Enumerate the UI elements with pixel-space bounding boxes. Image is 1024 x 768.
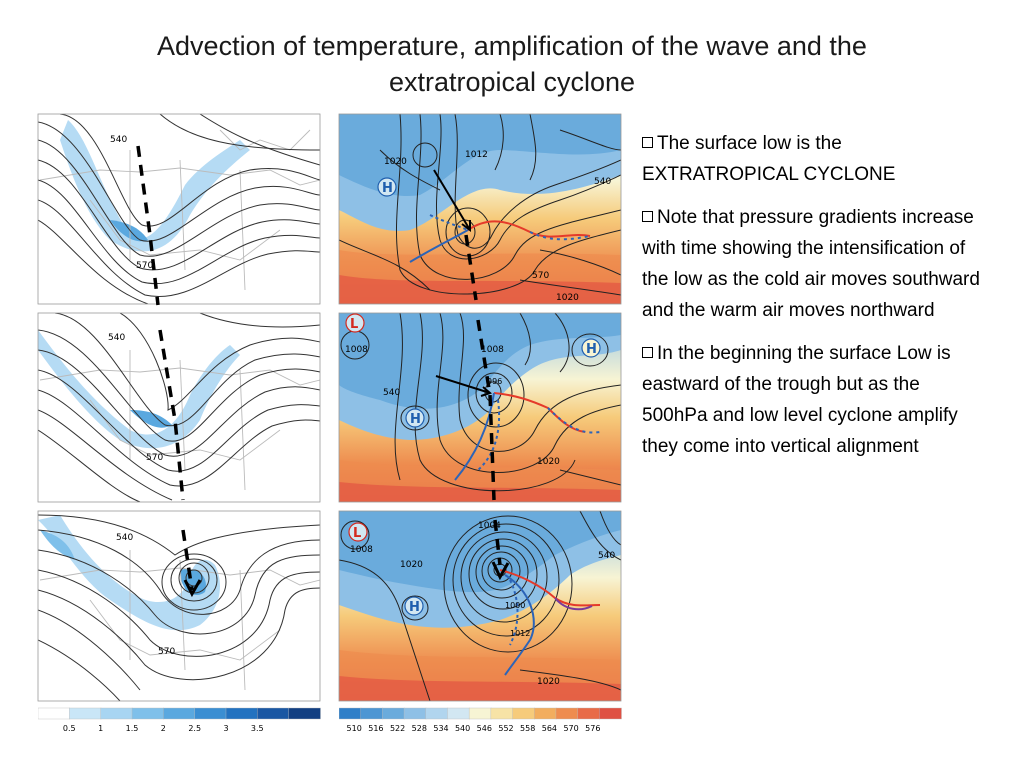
thickness-label-540: 540 bbox=[383, 388, 400, 398]
isobar-label-1020: 1020 bbox=[537, 677, 560, 687]
colorbar-tick-label: 3 bbox=[223, 724, 228, 733]
colorbar-swatch bbox=[555, 707, 579, 720]
isobar-label-1008: 1008 bbox=[345, 345, 368, 355]
bullet-list: The surface low is the EXTRATROPICAL CYC… bbox=[642, 128, 982, 474]
colorbar-tick-label: 1 bbox=[98, 724, 103, 733]
colorbar-tick-label: 522 bbox=[390, 724, 405, 733]
colorbar-swatch bbox=[512, 707, 535, 720]
right-map-1: 1020 1012 1020 540 570 H bbox=[339, 114, 621, 304]
colorbar-tick-label: 516 bbox=[368, 724, 383, 733]
bullet-text: The surface low is the EXTRATROPICAL CYC… bbox=[642, 133, 896, 185]
colorbar-tick-label: 576 bbox=[585, 724, 600, 733]
left-map-2: 540 570 bbox=[38, 313, 320, 502]
thickness-label-540: 540 bbox=[594, 177, 611, 187]
bullet-item-3: In the beginning the surface Low is east… bbox=[642, 338, 982, 462]
colorbar-swatch bbox=[288, 707, 321, 720]
colorbar-tick-label: 564 bbox=[542, 724, 557, 733]
colorbar-swatch bbox=[468, 707, 492, 720]
colorbar-tick-label: 558 bbox=[520, 724, 535, 733]
isobar-label-1012: 1012 bbox=[465, 150, 488, 160]
checkbox-bullet-icon bbox=[642, 211, 653, 222]
trough-arrowhead-icon bbox=[183, 579, 202, 598]
isobar-label-1004: 1004 bbox=[478, 521, 501, 531]
colorbar-swatch bbox=[69, 707, 102, 720]
colorbar-swatch bbox=[257, 707, 290, 720]
low-pressure-symbol: L bbox=[353, 526, 361, 541]
thickness-label-570: 570 bbox=[532, 271, 549, 281]
pointer-arrow-1 bbox=[433, 169, 471, 232]
colorbar-swatch bbox=[577, 707, 601, 720]
colorbar-swatch bbox=[447, 707, 470, 720]
colorbar-swatch bbox=[163, 707, 196, 720]
right-map-2: 1008 1008 540 996 1020 L H H bbox=[339, 313, 621, 502]
bullet-text: Note that pressure gradients increase wi… bbox=[642, 207, 980, 321]
isobar-label-1008: 1008 bbox=[481, 345, 504, 355]
colorbar-swatch bbox=[225, 707, 259, 720]
colorbar-swatch bbox=[599, 707, 622, 720]
colorbar-tick-label: 2.5 bbox=[188, 724, 201, 733]
isobar-label-1020: 1020 bbox=[400, 560, 423, 570]
right-map-3: 1008 1004 1020 1000 1012 1020 540 L H bbox=[339, 511, 621, 701]
left-map-1: 540 570 bbox=[38, 114, 320, 304]
colorbar-swatch bbox=[100, 707, 133, 720]
thickness-colorbar: 510 516 522 528 534 540 546 552 558 564 570 576 bbox=[339, 707, 622, 733]
thickness-label-540: 540 bbox=[598, 551, 615, 561]
colorbar-swatch bbox=[194, 707, 227, 720]
colorbar-tick-label: 540 bbox=[455, 724, 470, 733]
checkbox-bullet-icon bbox=[642, 137, 653, 148]
colorbar-tick-label: 2 bbox=[161, 724, 166, 733]
contour-label-540: 540 bbox=[108, 333, 125, 343]
high-pressure-symbol: H bbox=[382, 181, 393, 196]
colorbar-swatch bbox=[534, 707, 557, 720]
isobar-label-996: 996 bbox=[487, 377, 502, 386]
isobar-label-1008: 1008 bbox=[350, 545, 373, 555]
colorbar-tick-label: 552 bbox=[498, 724, 513, 733]
colorbar-tick-label: 570 bbox=[563, 724, 578, 733]
colorbar-swatch bbox=[403, 707, 427, 720]
colorbar-swatch bbox=[131, 707, 165, 720]
contour-label-540: 540 bbox=[110, 135, 127, 145]
contour-label-570: 570 bbox=[158, 647, 175, 657]
checkbox-bullet-icon bbox=[642, 347, 653, 358]
contour-label-570: 570 bbox=[136, 261, 153, 271]
high-pressure-symbol: H bbox=[586, 342, 597, 357]
low-pressure-symbol: L bbox=[350, 317, 358, 332]
colorbar-tick-label: 3.5 bbox=[251, 724, 264, 733]
bullet-item-2: Note that pressure gradients increase wi… bbox=[642, 202, 982, 326]
pointer-arrow-2 bbox=[435, 375, 492, 397]
colorbar-tick-label: 0.5 bbox=[63, 724, 76, 733]
colorbar-tick-label: 1.5 bbox=[126, 724, 139, 733]
trough-axis-left bbox=[136, 145, 194, 591]
page-title: Advection of temperature, amplification … bbox=[40, 28, 984, 100]
colorbar-tick-label: 546 bbox=[477, 724, 492, 733]
colorbar-swatch bbox=[382, 707, 405, 720]
colorbar-tick-label: 534 bbox=[433, 724, 448, 733]
colorbar-swatch bbox=[38, 707, 71, 720]
precipitation-colorbar: 0.5 1 1.5 2 2.5 3 3.5 bbox=[38, 707, 321, 733]
bullet-text: In the beginning the surface Low is east… bbox=[642, 343, 958, 457]
isobar-label-1020: 1020 bbox=[537, 457, 560, 467]
colorbar-swatch bbox=[425, 707, 449, 720]
left-map-3: 540 570 bbox=[38, 511, 320, 701]
high-pressure-symbol: H bbox=[409, 600, 420, 615]
isobar-label-1012: 1012 bbox=[510, 629, 530, 638]
isobar-label-1000: 1000 bbox=[505, 601, 525, 610]
isobar-label-1020: 1020 bbox=[556, 293, 579, 303]
title-line-2: extratropical cyclone bbox=[388, 67, 636, 97]
bullet-item-1: The surface low is the EXTRATROPICAL CYC… bbox=[642, 128, 982, 190]
title-line-1: Advection of temperature, amplification … bbox=[157, 31, 867, 61]
contour-label-540: 540 bbox=[116, 533, 133, 543]
colorbar-swatch bbox=[339, 707, 362, 720]
isobar-label-1020: 1020 bbox=[384, 157, 407, 167]
colorbar-swatch bbox=[360, 707, 384, 720]
contour-label-570: 570 bbox=[146, 453, 163, 463]
trough-axis-right bbox=[464, 234, 502, 566]
trough-arrowhead-icon bbox=[491, 561, 510, 581]
colorbar-tick-label: 510 bbox=[347, 724, 362, 733]
colorbar-swatch bbox=[490, 707, 514, 720]
colorbar-tick-label: 528 bbox=[412, 724, 427, 733]
high-pressure-symbol: H bbox=[410, 412, 421, 427]
